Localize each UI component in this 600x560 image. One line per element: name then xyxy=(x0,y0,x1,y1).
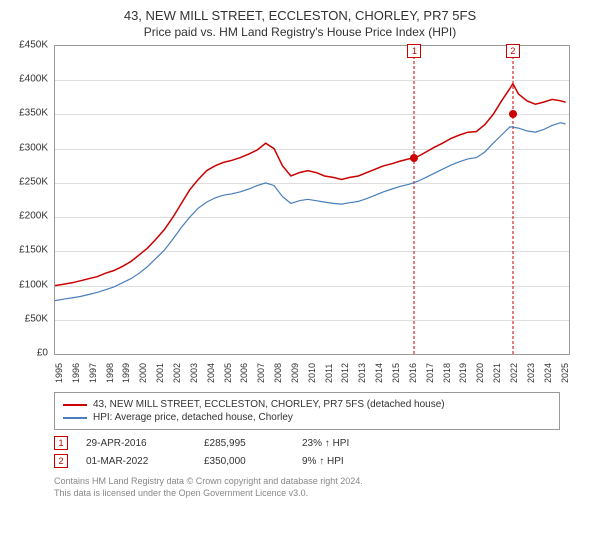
x-tick-label: 2016 xyxy=(408,363,418,383)
x-tick-label: 2009 xyxy=(290,363,300,383)
x-tick-label: 2001 xyxy=(155,363,165,383)
legend-swatch xyxy=(63,417,87,419)
purchase-date: 01-MAR-2022 xyxy=(86,456,186,467)
x-tick-label: 2015 xyxy=(391,363,401,383)
x-tick-label: 2017 xyxy=(425,363,435,383)
footnote-line: This data is licensed under the Open Gov… xyxy=(54,488,560,500)
y-tick-label: £200K xyxy=(8,211,48,222)
x-tick-label: 1996 xyxy=(71,363,81,383)
purchase-row: 1 29-APR-2016 £285,995 23% ↑ HPI xyxy=(54,436,560,450)
x-tick-label: 2013 xyxy=(357,363,367,383)
legend-item: HPI: Average price, detached house, Chor… xyxy=(63,412,551,423)
purchase-delta: 9% ↑ HPI xyxy=(302,456,382,467)
legend-item: 43, NEW MILL STREET, ECCLESTON, CHORLEY,… xyxy=(63,399,551,410)
x-tick-label: 2002 xyxy=(172,363,182,383)
x-tick-label: 2011 xyxy=(324,364,334,383)
y-tick-label: £100K xyxy=(8,279,48,290)
y-tick-label: £250K xyxy=(8,176,48,187)
x-tick-label: 2020 xyxy=(475,363,485,383)
x-tick-label: 2008 xyxy=(273,363,283,383)
x-tick-label: 1999 xyxy=(121,363,131,383)
y-tick-label: £0 xyxy=(8,348,48,359)
y-tick-label: £50K xyxy=(8,313,48,324)
plot-region: 12 xyxy=(54,45,570,355)
legend-swatch xyxy=(63,404,87,406)
y-tick-label: £400K xyxy=(8,74,48,85)
y-tick-label: £450K xyxy=(8,40,48,51)
x-tick-label: 2000 xyxy=(138,363,148,383)
event-marker: 2 xyxy=(506,44,520,58)
purchase-events: 1 29-APR-2016 £285,995 23% ↑ HPI 2 01-MA… xyxy=(54,436,560,468)
purchase-price: £285,995 xyxy=(204,438,284,449)
y-tick-label: £150K xyxy=(8,245,48,256)
x-tick-label: 2005 xyxy=(223,363,233,383)
x-tick-label: 2006 xyxy=(239,363,249,383)
event-dot xyxy=(410,154,418,162)
x-tick-label: 2018 xyxy=(442,363,452,383)
purchase-marker-icon: 1 xyxy=(54,436,68,450)
legend-label: HPI: Average price, detached house, Chor… xyxy=(93,412,293,423)
y-tick-label: £350K xyxy=(8,108,48,119)
x-tick-label: 2004 xyxy=(206,363,216,383)
chart-area: £0 £50K £100K £150K £200K £250K £300K £350K £400… xyxy=(10,45,570,380)
x-tick-label: 2003 xyxy=(189,363,199,383)
x-tick-label: 1998 xyxy=(105,363,115,383)
line-series xyxy=(55,46,569,354)
y-tick-label: £300K xyxy=(8,142,48,153)
x-tick-label: 2024 xyxy=(543,363,553,383)
footnote-line: Contains HM Land Registry data © Crown c… xyxy=(54,476,560,488)
x-tick-label: 2007 xyxy=(256,363,266,383)
purchase-date: 29-APR-2016 xyxy=(86,438,186,449)
y-axis-labels: £0 £50K £100K £150K £200K £250K £300K £350K £400… xyxy=(10,45,50,380)
chart-subtitle: Price paid vs. HM Land Registry's House … xyxy=(0,23,600,45)
legend-label: 43, NEW MILL STREET, ECCLESTON, CHORLEY,… xyxy=(93,399,445,410)
x-tick-label: 1997 xyxy=(88,363,98,383)
purchase-row: 2 01-MAR-2022 £350,000 9% ↑ HPI xyxy=(54,454,560,468)
x-tick-label: 2014 xyxy=(374,363,384,383)
purchase-marker-icon: 2 xyxy=(54,454,68,468)
event-dot xyxy=(509,110,517,118)
event-marker: 1 xyxy=(407,44,421,58)
x-tick-label: 2021 xyxy=(492,363,502,383)
legend: 43, NEW MILL STREET, ECCLESTON, CHORLEY,… xyxy=(54,392,560,430)
x-tick-label: 2019 xyxy=(458,363,468,383)
x-tick-label: 2022 xyxy=(509,363,519,383)
purchase-delta: 23% ↑ HPI xyxy=(302,438,382,449)
x-tick-label: 2012 xyxy=(340,363,350,383)
chart-title: 43, NEW MILL STREET, ECCLESTON, CHORLEY,… xyxy=(0,0,600,23)
x-tick-label: 2023 xyxy=(526,363,536,383)
x-tick-label: 2025 xyxy=(560,363,570,383)
footnote: Contains HM Land Registry data © Crown c… xyxy=(54,476,560,499)
x-tick-label: 2010 xyxy=(307,363,317,383)
x-tick-label: 1995 xyxy=(54,363,64,383)
x-axis-labels: 1995 1996 1997 1998 1999 2000 2001 2002 2003 2004… xyxy=(54,357,570,387)
purchase-price: £350,000 xyxy=(204,456,284,467)
